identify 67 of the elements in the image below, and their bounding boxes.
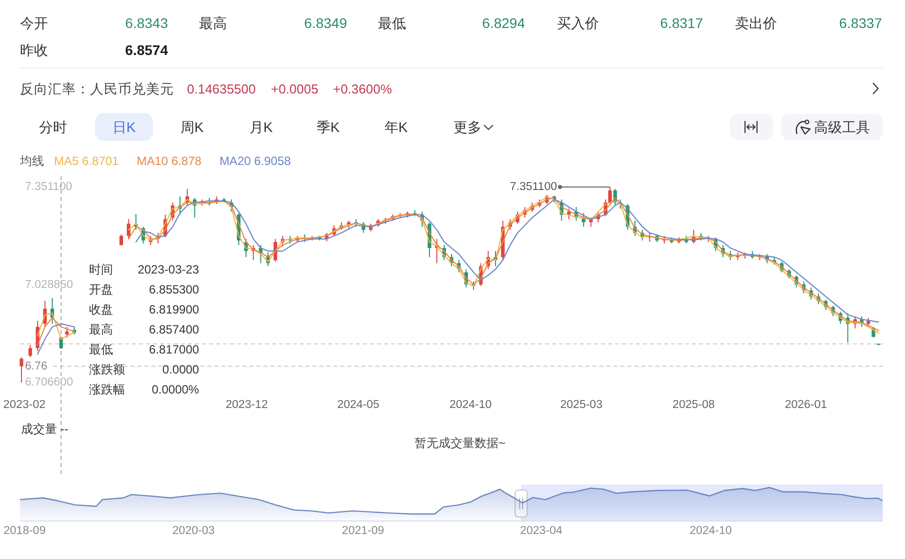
- x-tick-label: 2024-05: [337, 399, 380, 411]
- text: 周K: [180, 119, 204, 135]
- text: MA20 6.9058: [219, 154, 292, 168]
- legend-title: 均线: [19, 154, 44, 168]
- text: 买入价: [557, 15, 599, 31]
- annotation: 2023-03-23: [138, 262, 200, 276]
- text: 6.8349: [304, 15, 348, 31]
- text: 昨收: [20, 42, 48, 58]
- text: 反向汇率：人民币兑美元: [20, 82, 174, 96]
- x-tick-label: 2021-09: [342, 525, 384, 537]
- text: 6.8343: [125, 15, 168, 31]
- text: MA5 6.8701: [54, 154, 120, 168]
- text: 6.8294: [482, 15, 526, 31]
- y-tick-label: 7.351100: [25, 181, 72, 193]
- text: 年K: [384, 119, 408, 135]
- annotation: 0.0000: [162, 362, 200, 376]
- annotation: 最低: [89, 342, 114, 356]
- text: 最高: [199, 15, 227, 31]
- annotation: 6.855300: [149, 282, 200, 296]
- text: 高级工具: [814, 119, 870, 135]
- text: 更多: [454, 119, 482, 135]
- annotation: 涨跌幅: [89, 382, 126, 396]
- annotation: 7.351100: [510, 181, 558, 193]
- candlestick: [608, 186, 612, 205]
- text: 季K: [316, 119, 340, 135]
- candlestick: [28, 344, 32, 358]
- y-tick-label: 7.028850: [25, 278, 73, 291]
- text: 暂无成交量数据~: [414, 436, 506, 450]
- x-tick-label: 2023-12: [226, 399, 268, 411]
- text: +0.3600%: [333, 82, 392, 96]
- annotation: 开盘: [89, 282, 114, 296]
- annotation: 6.817000: [149, 342, 200, 356]
- text: 成交量 --: [21, 422, 68, 436]
- annotation: 6.857400: [149, 322, 200, 336]
- candlestick: [65, 326, 69, 338]
- x-tick-label: 2025-08: [672, 399, 715, 411]
- text: +0.0005: [271, 82, 318, 96]
- annotation: 收盘: [89, 302, 114, 316]
- candlestick: [119, 234, 124, 246]
- x-tick-label: 2025-03: [560, 399, 602, 411]
- annotation: 时间: [89, 262, 114, 276]
- annotation: 最高: [89, 322, 114, 336]
- x-tick-label: 2026-01: [784, 399, 828, 411]
- x-tick-label: 2018-09: [4, 525, 46, 537]
- ref-line-label: 6.76: [25, 360, 48, 372]
- text: MA10 6.878: [136, 154, 202, 168]
- text: 6.8574: [125, 42, 168, 58]
- annotation: 涨跌额: [89, 362, 126, 376]
- text: 6.8337: [839, 15, 882, 31]
- x-tick-label: 2023-04: [520, 525, 563, 537]
- text: 今开: [20, 15, 48, 31]
- candlestick: [20, 356, 24, 383]
- annotation: 6.819900: [149, 302, 200, 316]
- x-tick-label: 2024-10: [449, 399, 492, 411]
- x-tick-label: 2024-10: [690, 525, 732, 537]
- x-tick-label: 2020-03: [172, 525, 215, 537]
- text: 分时: [39, 119, 67, 135]
- text: 6.8317: [660, 15, 704, 31]
- y-tick-label: 6.706600: [25, 376, 73, 388]
- text: 日K: [112, 119, 136, 135]
- annotation: 0.0000%: [152, 382, 200, 396]
- text: 月K: [249, 119, 274, 135]
- candlestick: [866, 317, 870, 328]
- text: 卖出价: [735, 15, 777, 31]
- text: 最低: [378, 15, 406, 31]
- text: 0.14635500: [187, 82, 256, 96]
- x-tick-label: 2023-02: [3, 399, 46, 411]
